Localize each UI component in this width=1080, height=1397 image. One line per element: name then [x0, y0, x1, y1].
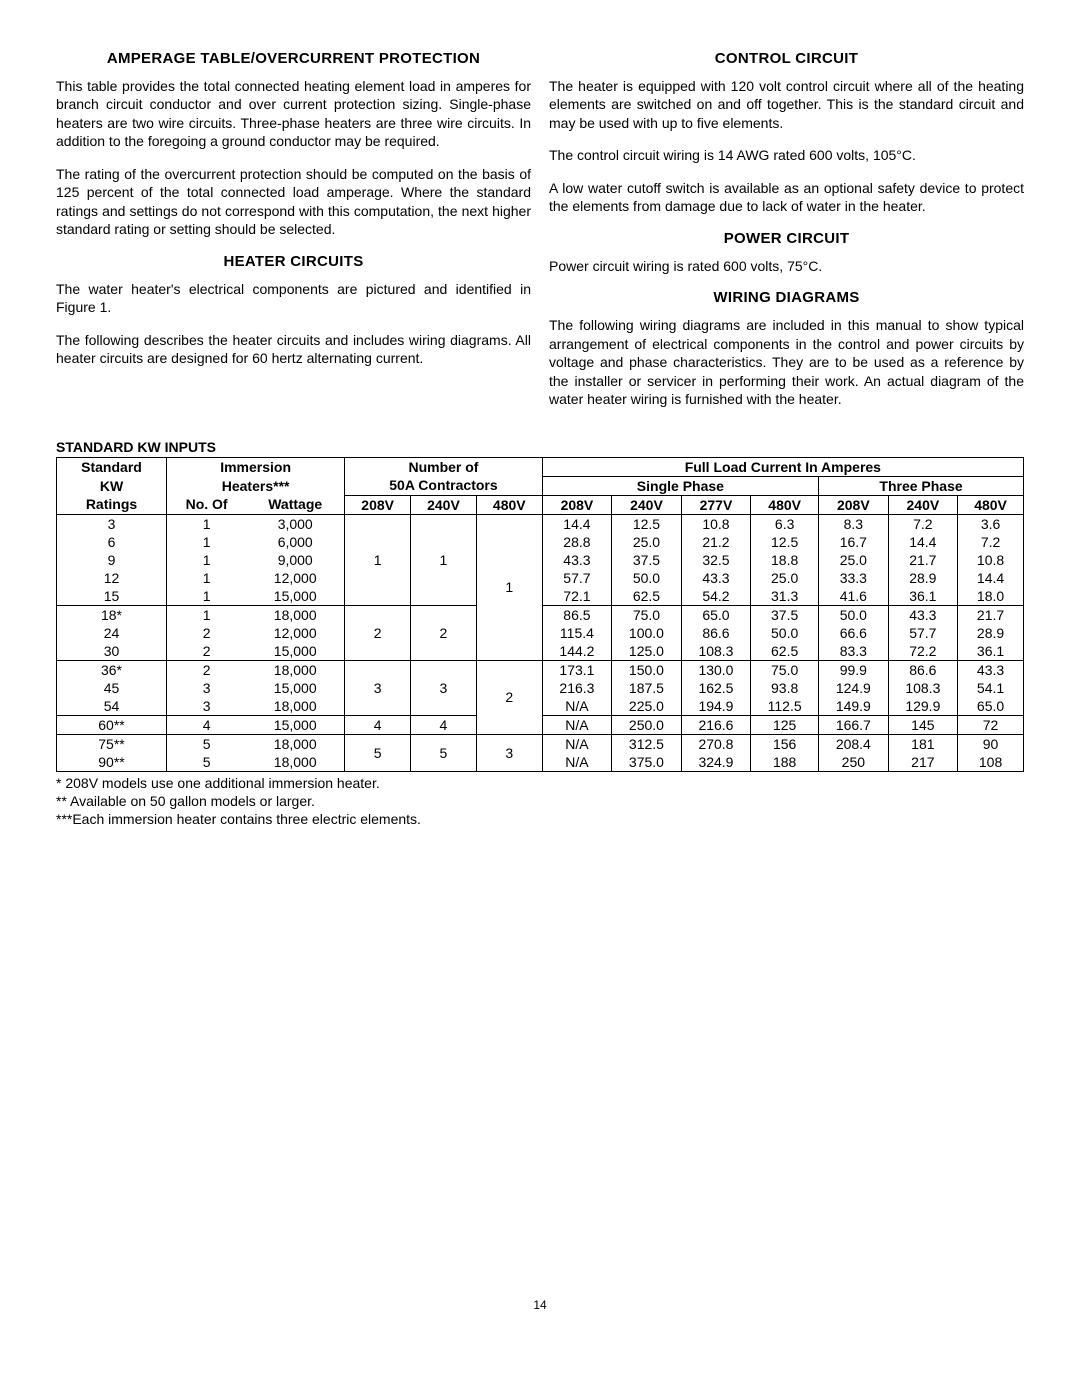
para: The rating of the overcurrent protection…	[56, 165, 531, 239]
th: 240V	[888, 495, 958, 514]
table-row: 313,00011114.412.510.86.38.37.23.6	[57, 514, 1024, 533]
kw-inputs-table: Standard Immersion Number of Full Load C…	[56, 457, 1024, 772]
th: Full Load Current In Amperes	[542, 457, 1023, 476]
para: The following wiring diagrams are includ…	[549, 316, 1024, 408]
th: 277V	[681, 495, 751, 514]
th: Immersion	[166, 457, 344, 476]
table-note: * 208V models use one additional immersi…	[56, 774, 1024, 792]
table-title: STANDARD KW INPUTS	[56, 439, 1024, 455]
th: Heaters***	[166, 476, 344, 495]
table-note: ** Available on 50 gallon models or larg…	[56, 792, 1024, 810]
th: Number of	[345, 457, 542, 476]
table-row: 75**518,000553N/A312.5270.8156208.418190	[57, 734, 1024, 753]
th: 480V	[958, 495, 1024, 514]
para: The following describes the heater circu…	[56, 331, 531, 368]
para: Power circuit wiring is rated 600 volts,…	[549, 257, 1024, 275]
para: The heater is equipped with 120 volt con…	[549, 77, 1024, 132]
heading-wiring-diagrams: WIRING DIAGRAMS	[549, 289, 1024, 306]
th: Single Phase	[542, 476, 818, 495]
th: 240V	[612, 495, 682, 514]
para: The control circuit wiring is 14 AWG rat…	[549, 146, 1024, 164]
th: 208V	[345, 495, 411, 514]
heading-control-circuit: CONTROL CIRCUIT	[549, 50, 1024, 67]
th: 480V	[751, 495, 819, 514]
para: This table provides the total connected …	[56, 77, 531, 151]
heading-power-circuit: POWER CIRCUIT	[549, 230, 1024, 247]
th: Wattage	[246, 495, 345, 514]
th: KW	[57, 476, 167, 495]
th: 50A Contractors	[345, 476, 542, 495]
page-number: 14	[56, 1298, 1024, 1312]
table-row: 36*218,000332173.1150.0130.075.099.986.6…	[57, 660, 1024, 679]
th: 240V	[411, 495, 477, 514]
para: The water heater's electrical components…	[56, 280, 531, 317]
th: No. Of	[166, 495, 246, 514]
th: 208V	[819, 495, 889, 514]
th: Standard	[57, 457, 167, 476]
heading-amperage: AMPERAGE TABLE/OVERCURRENT PROTECTION	[56, 50, 531, 67]
th: 480V	[476, 495, 542, 514]
heading-heater-circuits: HEATER CIRCUITS	[56, 253, 531, 270]
para: A low water cutoff switch is available a…	[549, 179, 1024, 216]
table-note: ***Each immersion heater contains three …	[56, 810, 1024, 828]
th: Three Phase	[819, 476, 1024, 495]
th: Ratings	[57, 495, 167, 514]
th: 208V	[542, 495, 612, 514]
